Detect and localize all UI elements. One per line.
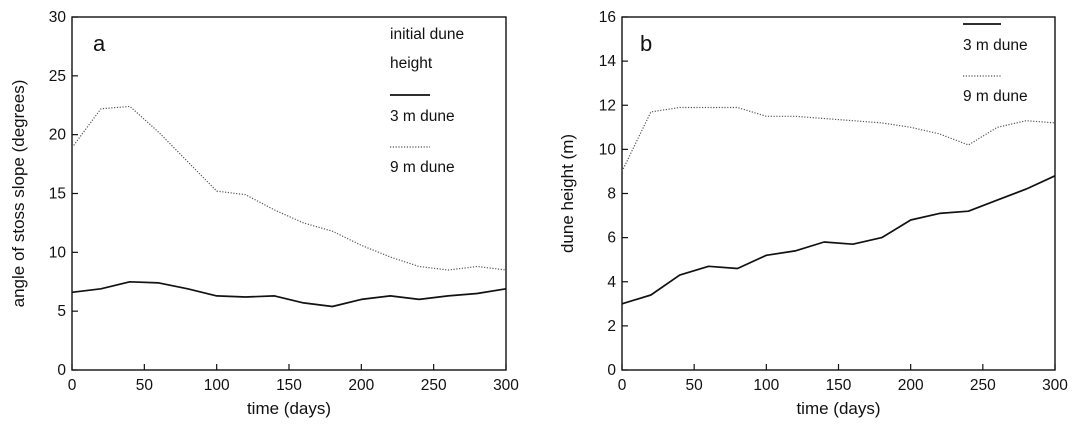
y-tick-label: 10: [599, 141, 617, 158]
y-tick-label: 2: [607, 318, 616, 335]
series-line-3-m-dune: [621, 175, 1056, 305]
legend: initial dune height 3 m dune 9 m dune: [390, 26, 464, 176]
legend-label: 3 m dune: [390, 108, 455, 125]
y-axis-label: angle of stoss slope (degrees): [9, 80, 28, 308]
y-tick-label: 8: [607, 186, 616, 203]
x-tick-label: 0: [618, 377, 627, 394]
series-line-9-m-dune: [621, 106, 1056, 172]
x-tick-label: 150: [276, 377, 302, 394]
series-line-9-m-dune: [71, 105, 507, 271]
x-tick-label: 300: [1042, 377, 1068, 394]
y-tick-label: 25: [49, 68, 66, 85]
legend-title: initial dune: [390, 26, 464, 43]
panel-letter: a: [93, 31, 106, 56]
x-tick-label: 250: [970, 377, 996, 394]
y-tick-label: 10: [49, 244, 67, 261]
y-tick-label: 5: [57, 303, 66, 320]
legend-label: 9 m dune: [963, 88, 1028, 105]
series-line-3-m-dune: [71, 280, 507, 308]
x-axis-label: time (days): [247, 399, 331, 418]
x-tick-label: 0: [68, 377, 77, 394]
x-tick-label: 50: [686, 377, 704, 394]
y-tick-label: 0: [607, 362, 616, 379]
x-axis-label: time (days): [796, 399, 880, 418]
y-tick-label: 14: [599, 53, 617, 70]
y-tick-label: 30: [49, 9, 67, 26]
x-tick-label: 100: [753, 377, 779, 394]
panel-a: 0 50 100 150 200 250 300 0 5 10 15 20 25 30 time (days…: [9, 9, 519, 418]
x-tick-label: 250: [421, 377, 447, 394]
legend: 3 m dune 9 m dune: [963, 23, 1028, 105]
y-tick-label: 6: [607, 230, 616, 247]
plot-frame: [621, 16, 1056, 371]
x-tick-label: 200: [348, 377, 374, 394]
y-tick-label: 15: [49, 186, 66, 203]
y-tick-label: 20: [49, 127, 67, 144]
plot-frame: [71, 16, 507, 371]
x-tick-label: 50: [136, 377, 154, 394]
y-tick-label: 12: [599, 97, 616, 114]
x-tick-label: 100: [204, 377, 230, 394]
legend-title: height: [390, 55, 433, 72]
x-tick-label: 300: [493, 377, 519, 394]
panel-letter: b: [640, 31, 652, 56]
panel-b: 0 50 100 150 200 250 300 0 2 4 6 8 10 12 14 16 time (day…: [558, 9, 1068, 418]
legend-label: 9 m dune: [390, 159, 455, 176]
y-axis-label: dune height (m): [558, 134, 577, 253]
x-tick-label: 200: [898, 377, 924, 394]
legend-label: 3 m dune: [963, 37, 1028, 54]
y-tick-label: 4: [607, 274, 616, 291]
y-tick-label: 16: [599, 9, 616, 26]
x-tick-label: 150: [826, 377, 852, 394]
y-tick-label: 0: [57, 362, 66, 379]
